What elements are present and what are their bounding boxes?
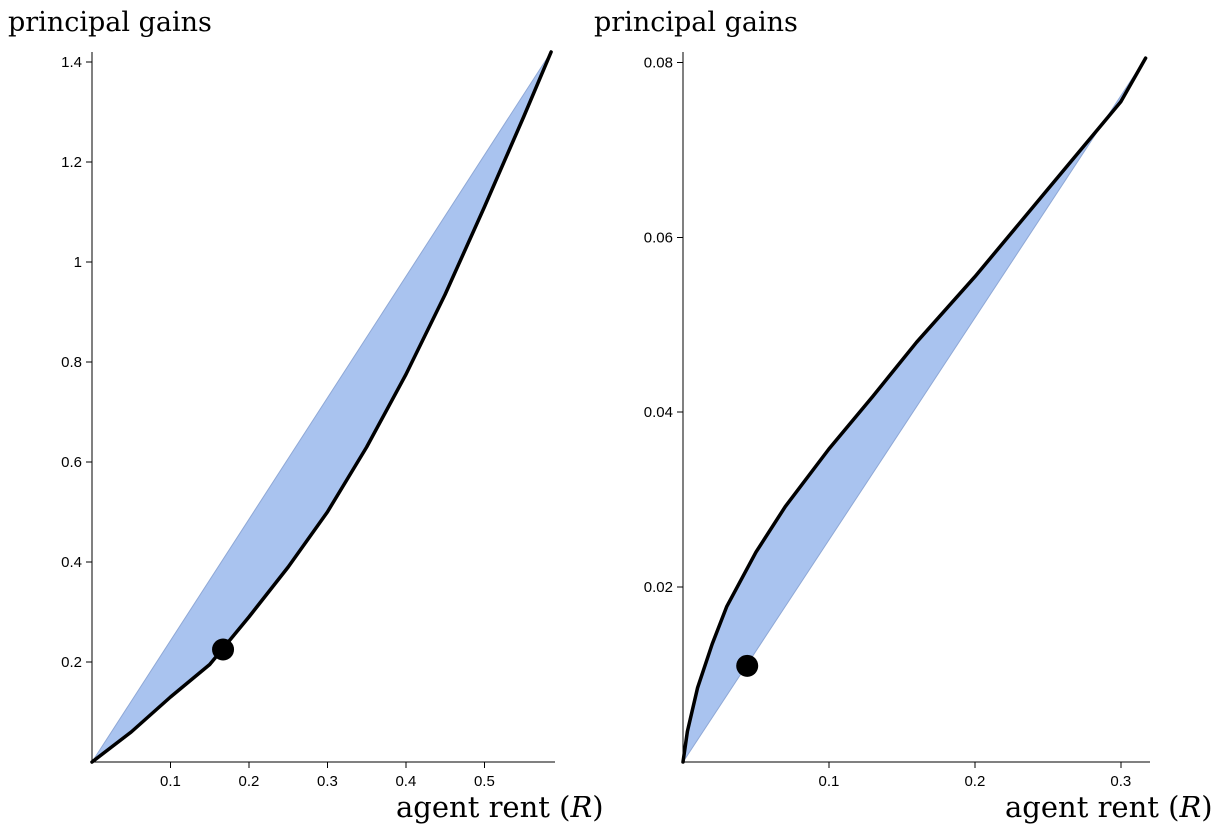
right-y-tick-label: 0.02 (644, 579, 673, 596)
left-x-axis-label-variable: R (569, 790, 592, 824)
right-bound-line (682, 57, 1147, 763)
right-y-tick-label: 0.06 (644, 229, 673, 246)
right-y-tick-label: 0.08 (644, 54, 673, 71)
left-x-tick-label: 0.1 (160, 773, 181, 790)
left-y-tick-label: 0.4 (61, 554, 82, 571)
right-frontier-curve (681, 56, 1148, 764)
right-x-axis-label-text: agent rent ( (1005, 790, 1179, 824)
left-y-tick-label: 0.2 (61, 654, 82, 671)
right-x-axis-label: agent rent (R) (1005, 790, 1213, 824)
left-x-axis-label-close: ) (592, 790, 603, 824)
right-x-tick-label: 0.2 (964, 773, 985, 790)
left-y-tick-label: 1.4 (61, 54, 82, 71)
right-x-axis-label-variable: R (1178, 790, 1201, 824)
right-y-axis-label: principal gains (594, 7, 798, 38)
left-bound-line (91, 51, 552, 763)
left-x-tick-label: 0.3 (317, 773, 338, 790)
left-x-axis-label: agent rent (R) (396, 790, 604, 824)
left-y-axis-label: principal gains (8, 7, 212, 38)
left-x-tick-label: 0.2 (239, 773, 260, 790)
right-y-tick-label: 0.04 (644, 404, 673, 421)
right-marked-point (736, 654, 759, 677)
left-y-tick-label: 1.2 (61, 154, 82, 171)
right-chart: principal gains agent rent (R) 0.02 0.04 0… (594, 7, 1213, 824)
left-y-tick-label: 0.8 (61, 354, 82, 371)
right-x-axis-label-close: ) (1201, 790, 1212, 824)
left-chart: principal gains agent rent (R) 0.2 0.4 0.6… (8, 7, 604, 824)
left-marked-point (212, 638, 235, 661)
left-y-tick-label: 1 (74, 254, 82, 271)
left-x-tick-label: 0.5 (474, 773, 495, 790)
right-x-tick-label: 0.1 (819, 773, 840, 790)
left-y-tick-label: 0.6 (61, 454, 82, 471)
left-x-axis-label-text: agent rent ( (396, 790, 570, 824)
right-x-tick-label: 0.3 (1110, 773, 1131, 790)
left-x-tick-label: 0.4 (395, 773, 416, 790)
left-frontier-curve (90, 50, 553, 764)
